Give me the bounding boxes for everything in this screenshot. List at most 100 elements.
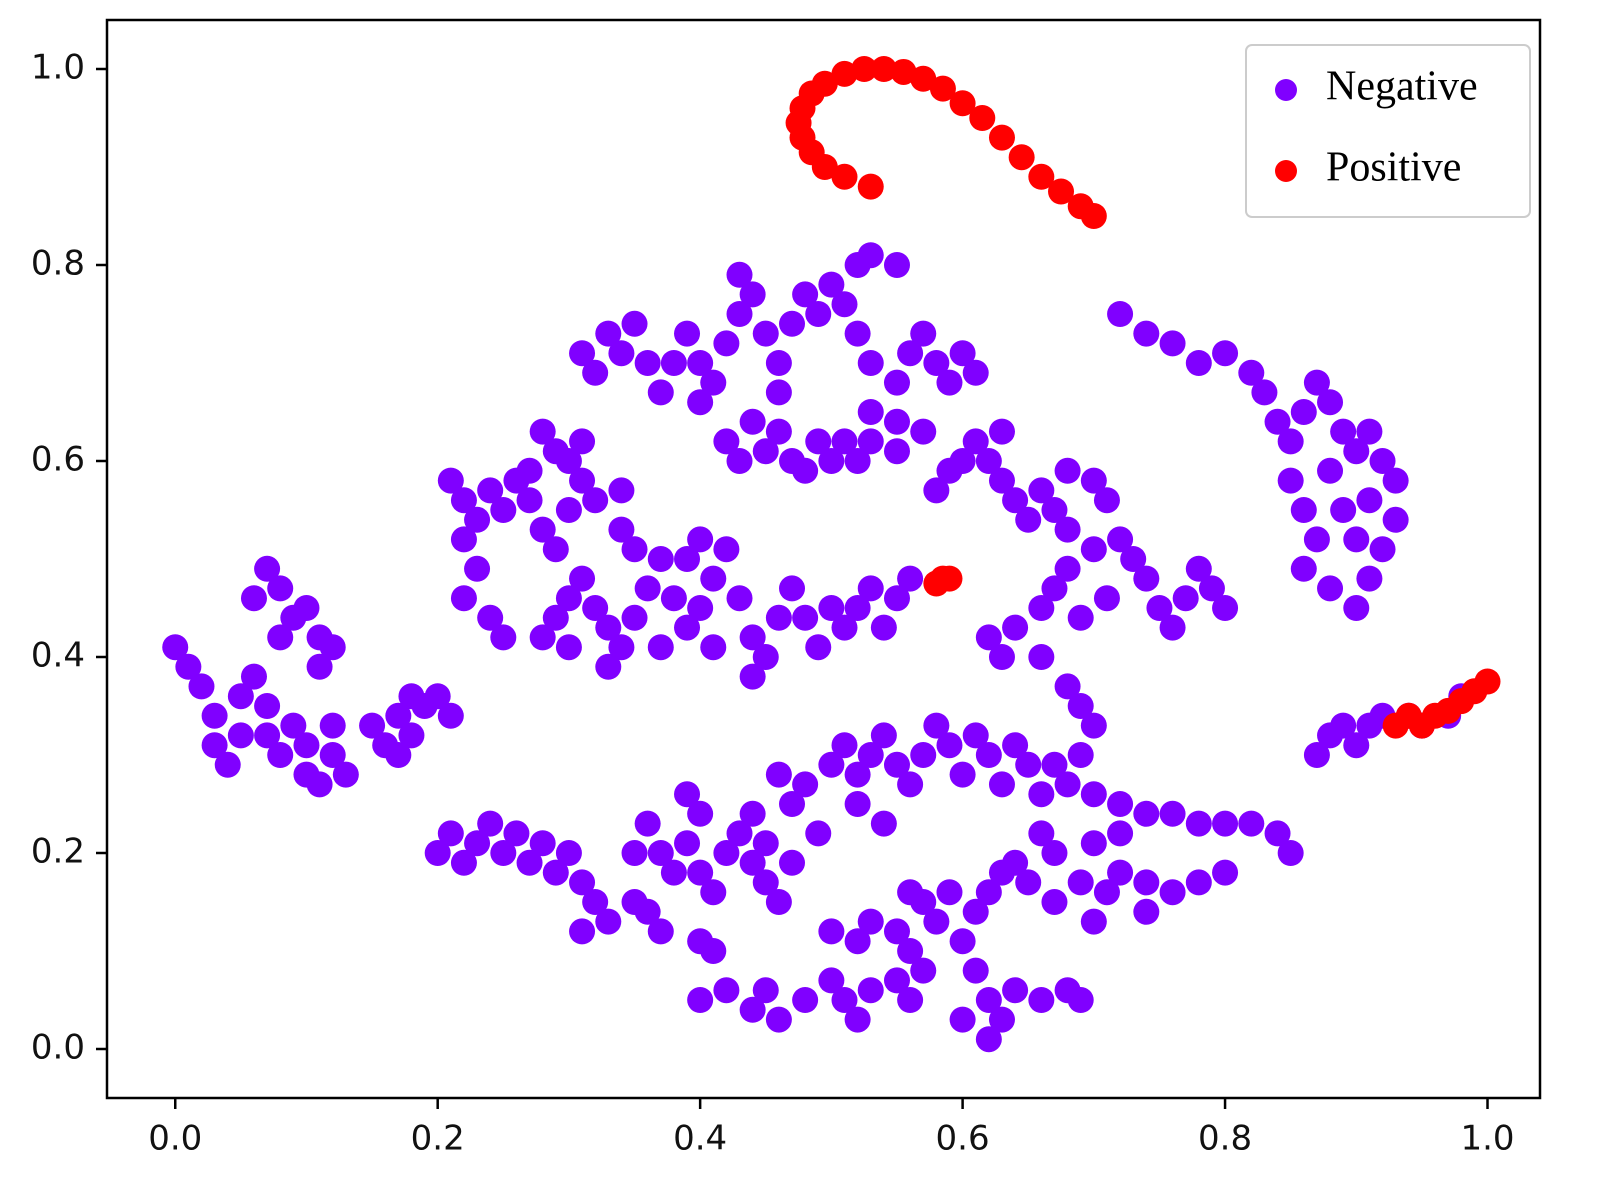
legend-box (1245, 44, 1531, 218)
point (1356, 487, 1383, 514)
point (936, 369, 963, 396)
point (319, 712, 346, 739)
point (555, 448, 582, 474)
x-tick-label: 1.0 (1460, 1119, 1514, 1159)
point (1067, 742, 1094, 768)
point (569, 340, 596, 367)
point (1317, 389, 1344, 416)
point (1238, 359, 1265, 386)
point (1067, 604, 1094, 631)
point (883, 369, 910, 396)
point (1212, 340, 1239, 367)
point (1290, 497, 1317, 523)
point (792, 987, 819, 1013)
point (660, 350, 687, 376)
point (969, 105, 996, 131)
point (779, 310, 806, 337)
point (1028, 987, 1055, 1013)
point (332, 761, 359, 788)
point (660, 585, 687, 612)
point (1303, 369, 1330, 396)
point (1028, 595, 1055, 621)
point (1133, 320, 1160, 347)
point (1107, 820, 1134, 847)
point (569, 467, 596, 494)
point (1251, 379, 1278, 406)
point (398, 722, 425, 749)
point (1212, 595, 1239, 621)
point (1080, 203, 1107, 229)
point (1290, 399, 1317, 425)
point (516, 457, 543, 484)
point (1054, 516, 1081, 543)
point (805, 301, 832, 327)
legend-marker (1275, 79, 1297, 101)
point (949, 340, 976, 367)
point (595, 614, 622, 641)
point (870, 56, 897, 82)
point (726, 301, 753, 327)
point (897, 771, 924, 798)
point (227, 722, 254, 749)
point (765, 761, 792, 788)
point (910, 65, 937, 92)
point (962, 957, 989, 984)
point (424, 840, 451, 866)
point (910, 320, 937, 347)
point (857, 242, 884, 269)
point (608, 477, 635, 504)
point (1067, 987, 1094, 1013)
point (700, 369, 727, 396)
point (818, 271, 845, 298)
point (687, 928, 714, 955)
point (385, 702, 412, 729)
point (555, 497, 582, 523)
point (792, 604, 819, 631)
point (1277, 467, 1304, 494)
point (267, 575, 294, 602)
point (1080, 536, 1107, 563)
point (975, 987, 1002, 1013)
point (713, 428, 740, 455)
point (883, 967, 910, 994)
legend-marker (1275, 160, 1297, 182)
point (608, 340, 635, 367)
point (1002, 614, 1029, 641)
point (1028, 477, 1055, 504)
point (805, 428, 832, 455)
point (726, 448, 753, 474)
point (713, 840, 740, 866)
point (1067, 693, 1094, 719)
point (831, 614, 858, 641)
point (910, 742, 937, 768)
point (503, 820, 530, 847)
point (1290, 555, 1317, 582)
point (1277, 428, 1304, 455)
point (1185, 869, 1212, 896)
point (765, 889, 792, 915)
y-tick-label: 0.0 (31, 1028, 85, 1068)
point (1080, 467, 1107, 494)
point (188, 673, 215, 700)
point (424, 683, 451, 710)
point (240, 585, 267, 612)
x-tick-label: 0.6 (936, 1119, 990, 1159)
point (929, 75, 956, 102)
point (201, 732, 228, 759)
point (1015, 869, 1042, 896)
point (831, 428, 858, 455)
point (883, 751, 910, 778)
point (687, 389, 714, 416)
point (910, 957, 937, 984)
point (844, 761, 871, 788)
point (1343, 526, 1370, 553)
point (1080, 830, 1107, 857)
point (1343, 732, 1370, 759)
point (569, 869, 596, 896)
point (739, 663, 766, 690)
point (975, 1026, 1002, 1053)
point (962, 898, 989, 925)
point (1330, 712, 1357, 739)
point (1317, 575, 1344, 602)
